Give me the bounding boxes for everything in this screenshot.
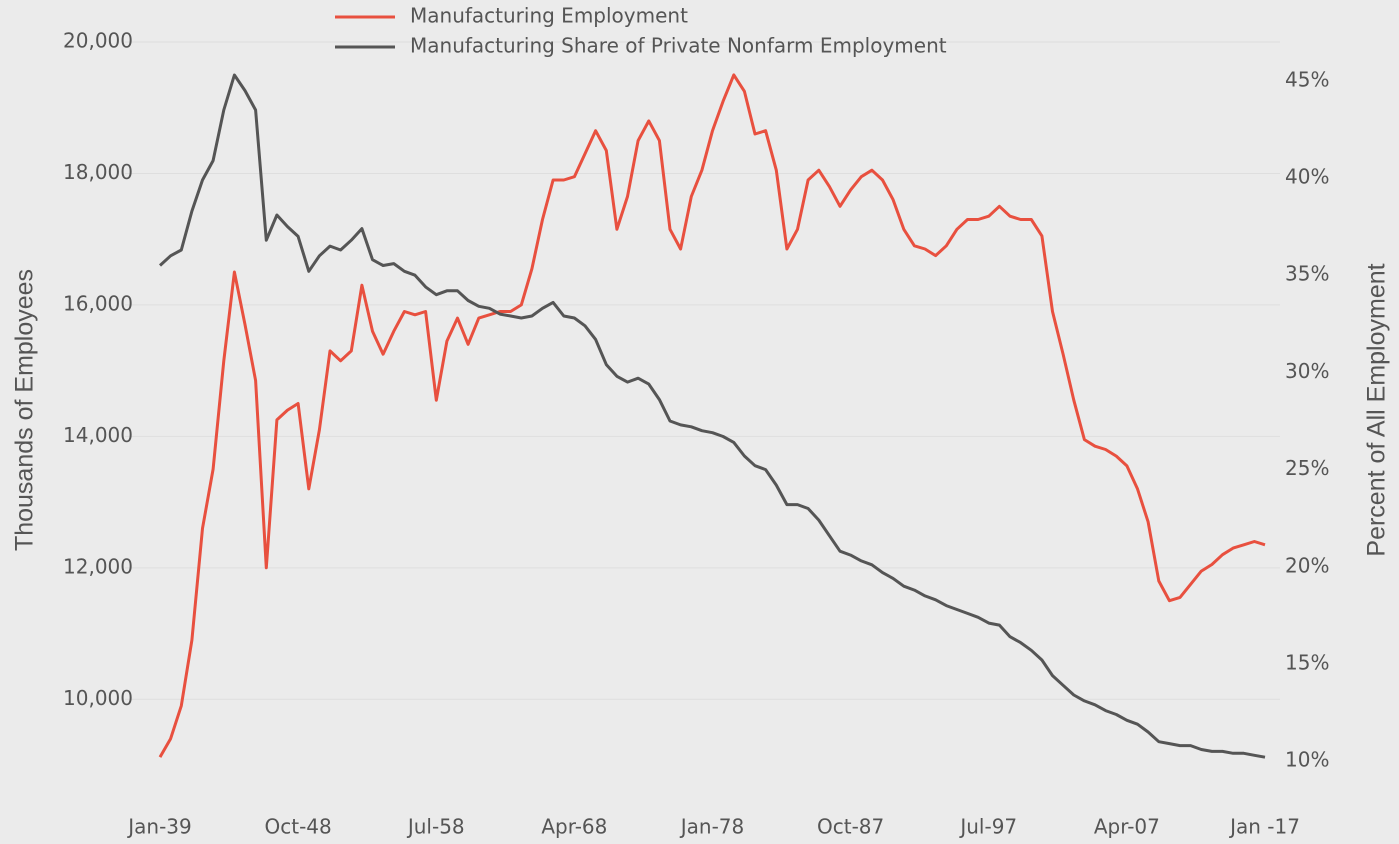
x-tick-label: Jan-39 — [126, 815, 192, 839]
x-tick-label: Jan -17 — [1228, 815, 1300, 839]
y-tick-label: 18,000 — [63, 160, 133, 184]
x-tick-label: Oct-87 — [817, 815, 884, 839]
y2-tick-label: 15% — [1285, 650, 1329, 674]
y2-tick-label: 35% — [1285, 262, 1329, 286]
x-tick-label: Jan-78 — [679, 815, 745, 839]
line-series — [158, 73, 1266, 758]
y2-tick-label: 30% — [1285, 359, 1329, 383]
y-tick-label: 10,000 — [63, 686, 133, 710]
line-series — [158, 73, 1266, 759]
y-tick-label: 14,000 — [63, 423, 133, 447]
y2-tick-label: 45% — [1285, 67, 1329, 91]
y-tick-label: 12,000 — [63, 554, 133, 578]
y-tick-label: 20,000 — [63, 29, 133, 53]
x-tick-label: Jul-97 — [958, 815, 1017, 839]
y2-tick-label: 10% — [1285, 748, 1329, 772]
y-tick-label: 16,000 — [63, 291, 133, 315]
y2-tick-label: 20% — [1285, 553, 1329, 577]
legend-label: Manufacturing Employment — [410, 4, 688, 28]
x-tick-label: Oct-48 — [265, 815, 332, 839]
y2-tick-label: 40% — [1285, 165, 1329, 189]
y2-tick-label: 25% — [1285, 456, 1329, 480]
y2-axis-title: Percent of All Employment — [1363, 263, 1391, 556]
legend-label: Manufacturing Share of Private Nonfarm E… — [410, 34, 947, 58]
x-tick-label: Apr-68 — [541, 815, 607, 839]
y-axis-title: Thousands of Employees — [11, 269, 39, 551]
x-tick-label: Apr-07 — [1094, 815, 1160, 839]
x-tick-label: Jul-58 — [406, 815, 465, 839]
